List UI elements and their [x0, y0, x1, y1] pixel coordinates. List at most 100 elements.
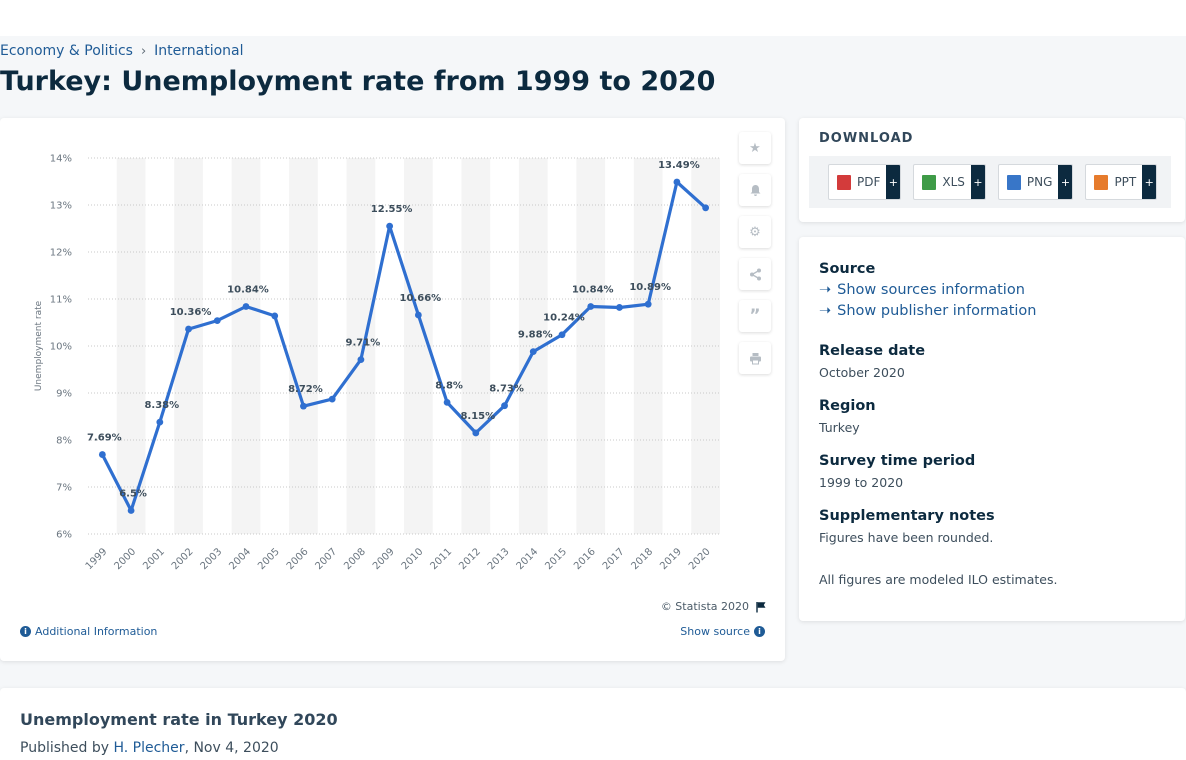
data-label: 10.66% [400, 293, 442, 304]
x-tick-label: 2003 [199, 546, 225, 572]
y-tick-label: 13% [50, 201, 72, 212]
x-tick-label: 2015 [543, 546, 569, 572]
share-button[interactable] [739, 258, 771, 290]
x-tick-label: 2016 [572, 546, 598, 572]
favorite-star-button[interactable]: ★ [739, 132, 771, 164]
region-section: Region Turkey [819, 398, 876, 435]
data-point [587, 303, 595, 310]
publication-card: Unemployment rate in Turkey 2020 Publish… [0, 688, 1186, 760]
release-date-value: October 2020 [819, 365, 905, 380]
plus-icon: + [1058, 165, 1073, 199]
column-band [633, 158, 663, 534]
region-value: Turkey [819, 420, 860, 435]
y-tick-label: 9% [56, 389, 72, 400]
download-xls-button[interactable]: XLS + [913, 164, 986, 200]
x-tick-label: 1999 [84, 546, 110, 572]
download-xls-label: XLS [942, 175, 965, 189]
chart-toolbar: ★ ⚙ ” [739, 132, 771, 374]
survey-period-value: 1999 to 2020 [819, 475, 904, 490]
column-band [231, 158, 261, 534]
data-point [702, 204, 710, 212]
breadcrumb-item-international[interactable]: International [154, 43, 244, 59]
cite-button[interactable]: ” [739, 300, 771, 332]
download-title: DOWNLOAD [819, 131, 914, 146]
show-source-link[interactable]: Show source i [680, 625, 765, 638]
breadcrumb-item-economy[interactable]: Economy & Politics [0, 43, 133, 59]
x-tick-label: 2000 [112, 546, 138, 572]
data-point [414, 311, 422, 319]
chevron-right-icon: › [140, 43, 147, 59]
show-source-label: Show source [680, 625, 750, 638]
arrow-right-icon: ➝ [819, 282, 832, 298]
release-date-section: Release date October 2020 [819, 343, 925, 380]
printer-icon [749, 352, 761, 364]
data-point [271, 312, 279, 320]
data-label: 6.5% [119, 489, 147, 500]
download-ppt-button[interactable]: PPT + [1085, 164, 1158, 200]
published-by-label: Published by [20, 740, 110, 756]
data-point [673, 178, 681, 186]
data-label: 9.88% [518, 330, 553, 341]
print-button[interactable] [739, 342, 771, 374]
data-point [386, 222, 394, 230]
download-pdf-button[interactable]: PDF + [828, 164, 902, 200]
top-bar [0, 0, 1186, 36]
publication-byline: Published by H. Plecher, Nov 4, 2020 [20, 740, 279, 756]
x-tick-label: 2005 [256, 546, 282, 572]
data-label: 8.72% [288, 384, 323, 395]
data-label: 8.15% [460, 411, 495, 422]
copyright: © Statista 2020 [661, 600, 767, 613]
x-tick-label: 2006 [285, 546, 311, 572]
pdf-file-icon [837, 174, 851, 190]
x-tick-label: 2009 [371, 546, 397, 572]
y-tick-label: 8% [56, 436, 72, 447]
data-label: 9.71% [346, 338, 381, 349]
data-label: 8.38% [144, 400, 179, 411]
publication-title: Unemployment rate in Turkey 2020 [20, 710, 338, 729]
data-label: 10.84% [572, 285, 614, 296]
plus-icon: + [1142, 165, 1157, 199]
download-png-label: PNG [1026, 175, 1053, 189]
data-point [300, 402, 307, 410]
data-point [213, 317, 221, 325]
data-label: 12.55% [371, 204, 413, 215]
show-publisher-label: Show publisher information [837, 303, 1037, 319]
x-tick-label: 2002 [170, 546, 196, 572]
flag-icon[interactable] [755, 601, 767, 613]
show-publisher-link[interactable]: ➝ Show publisher information [819, 303, 1036, 319]
data-point [242, 303, 250, 310]
show-sources-link[interactable]: ➝ Show sources information [819, 282, 1036, 298]
additional-information-label: Additional Information [35, 625, 158, 638]
supplementary-notes-heading: Supplementary notes [819, 508, 995, 524]
copyright-text: © Statista 2020 [660, 600, 749, 613]
region-heading: Region [819, 398, 876, 414]
data-label: 8.8% [435, 380, 463, 391]
x-tick-label: 2019 [658, 546, 684, 572]
y-axis-label: Unemployment rate [34, 300, 44, 391]
x-tick-label: 2007 [314, 546, 340, 572]
additional-information-link[interactable]: i Additional Information [20, 625, 157, 638]
settings-button[interactable]: ⚙ [739, 216, 771, 248]
source-heading: Source [819, 261, 876, 277]
survey-period-section: Survey time period 1999 to 2020 [819, 453, 975, 490]
data-point [472, 429, 480, 437]
x-tick-label: 2008 [342, 546, 368, 572]
download-buttons: PDF + XLS + PNG + PPT + [809, 156, 1171, 208]
data-label: 10.36% [170, 307, 212, 318]
download-ppt-label: PPT [1114, 175, 1137, 189]
download-card: DOWNLOAD PDF + XLS + PNG + PPT + [799, 118, 1185, 222]
star-icon: ★ [749, 140, 761, 156]
supplementary-notes-section: Supplementary notes Figures have been ro… [819, 508, 1057, 587]
data-label: 13.49% [658, 160, 700, 171]
author-link[interactable]: H. Plecher [113, 740, 185, 756]
data-point [529, 348, 537, 356]
download-png-button[interactable]: PNG + [997, 164, 1074, 200]
data-point [156, 418, 164, 426]
data-label: 10.24% [543, 313, 585, 324]
page-title: Turkey: Unemployment rate from 1999 to 2… [0, 66, 716, 97]
release-date-heading: Release date [819, 343, 926, 359]
publication-date: , Nov 4, 2020 [184, 740, 279, 756]
notification-button[interactable] [739, 174, 771, 206]
y-tick-label: 10% [50, 342, 72, 353]
data-label: 10.89% [629, 282, 671, 293]
